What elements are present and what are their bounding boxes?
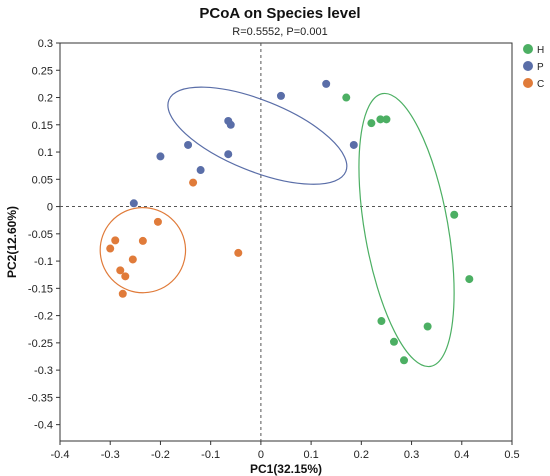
point-H [342,93,351,102]
y-tick-label: 0.2 [38,93,53,105]
point-C [189,178,198,187]
y-tick-label: 0.1 [38,147,53,159]
point-P [184,140,193,149]
legend-label: H [537,45,544,56]
legend-swatch [523,61,533,71]
ellipse-C [99,207,187,294]
x-tick-label: 0.2 [354,449,369,461]
point-C [234,248,243,257]
point-H [382,115,391,124]
legend-swatch [523,78,533,88]
ellipse-P [167,86,348,185]
point-H [377,317,386,326]
y-tick-label: -0.35 [28,392,53,404]
point-H [465,275,474,284]
reference-lines [60,43,512,441]
point-C [138,236,147,245]
y-tick-label: 0.3 [38,38,53,50]
y-tick-label: 0.05 [32,174,53,186]
y-tick-label: -0.05 [28,229,53,241]
y-tick-label: -0.25 [28,338,53,350]
point-P [156,152,165,161]
chart-title: PCoA on Species level [199,5,360,22]
point-H [450,210,459,219]
plot-area-frame [59,42,513,442]
y-tick-label: 0.15 [32,120,53,132]
x-tick-label: -0.2 [151,449,170,461]
legend: HPC [523,44,544,90]
legend-item-P: P [523,61,544,73]
point-P [349,140,358,149]
point-P [224,150,233,159]
legend-label: P [537,62,544,73]
point-C [116,266,125,275]
point-P [226,120,235,129]
legend-item-H: H [523,44,544,56]
point-C [106,244,115,253]
x-tick-label: 0 [258,449,264,461]
point-H [400,356,409,365]
point-H [423,322,432,331]
x-tick-label: -0.1 [201,449,220,461]
point-H [389,337,398,346]
data-points [106,79,474,365]
point-P [322,79,331,88]
axis-ticks: 0.3 0.25 0.2 0.15 0.1 0.05 0 -0.05 -0.1 -0.15 -0.2… [28,38,520,461]
point-H [367,119,376,128]
point-H [376,115,385,124]
y-tick-label: -0.3 [34,365,53,377]
x-tick-label: 0.1 [303,449,318,461]
point-C [121,272,130,281]
point-P [276,91,285,100]
legend-swatch [523,44,533,54]
y-tick-label: 0.25 [32,65,53,77]
legend-label: C [537,79,544,90]
x-tick-label: 0.3 [404,449,419,461]
point-C [128,255,137,264]
y-tick-label: -0.2 [34,311,53,323]
y-tick-label: -0.4 [34,420,53,432]
point-C [111,236,120,245]
x-tick-label: 0.5 [504,449,519,461]
x-tick-label: 0.4 [454,449,469,461]
y-axis-label: PC2(12.60%) [5,206,19,278]
confidence-ellipses [99,86,455,368]
ellipse-H [358,92,455,368]
chart-subtitle: R=0.5552, P=0.001 [232,26,327,38]
x-tick-label: -0.4 [51,449,70,461]
y-tick-label: -0.15 [28,283,53,295]
point-P [196,166,205,175]
point-C [118,289,127,298]
point-P [129,199,138,208]
y-tick-label: 0 [47,202,53,214]
x-axis-label: PC1(32.15%) [250,462,322,476]
y-tick-label: -0.1 [34,256,53,268]
legend-item-C: C [523,78,544,90]
x-tick-label: -0.3 [101,449,120,461]
point-C [153,217,162,226]
